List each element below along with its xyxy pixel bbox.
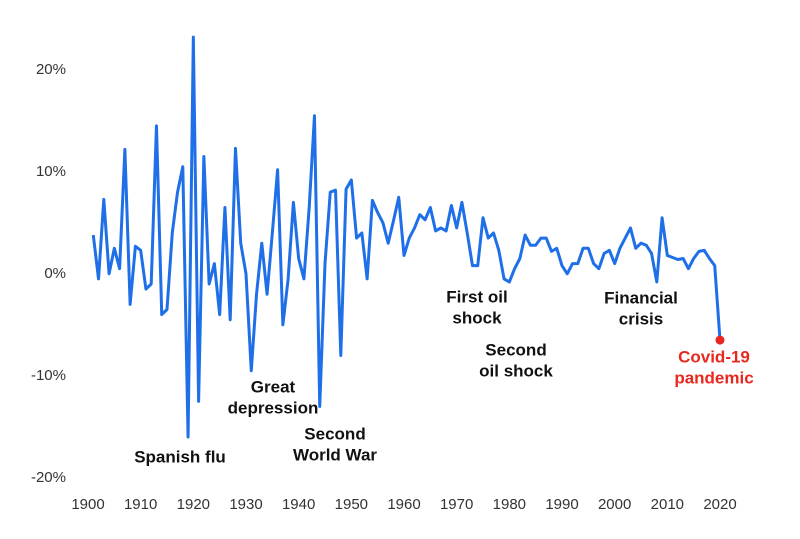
y-tick-label: 20% <box>36 61 66 78</box>
annotation: World War <box>293 445 377 464</box>
annotation: Second <box>304 424 365 443</box>
y-tick-label: -20% <box>31 469 66 486</box>
x-tick-label: 1990 <box>545 496 578 513</box>
x-tick-label: 1980 <box>493 496 526 513</box>
y-tick-label: 0% <box>44 265 66 282</box>
x-tick-label: 2010 <box>651 496 684 513</box>
annotation: pandemic <box>674 368 753 387</box>
annotation: First oil <box>446 287 507 306</box>
x-tick-label: 1940 <box>282 496 315 513</box>
x-tick-label: 1960 <box>387 496 420 513</box>
x-tick-label: 1950 <box>335 496 368 513</box>
x-tick-label: 1970 <box>440 496 473 513</box>
x-tick-label: 1920 <box>177 496 210 513</box>
annotation: Financial <box>604 288 678 307</box>
y-tick-label: 10% <box>36 163 66 180</box>
y-tick-label: -10% <box>31 367 66 384</box>
annotation: Spanish flu <box>134 447 226 466</box>
x-tick-label: 1900 <box>71 496 104 513</box>
end-marker <box>715 335 725 345</box>
annotation: Covid-19 <box>678 347 750 366</box>
annotation: Great <box>251 377 296 396</box>
annotation: depression <box>228 398 319 417</box>
x-tick-label: 1930 <box>229 496 262 513</box>
annotation: shock <box>452 308 502 327</box>
line-series <box>91 35 722 439</box>
x-tick-label: 1910 <box>124 496 157 513</box>
x-tick-label: 2020 <box>703 496 736 513</box>
annotation: oil shock <box>479 361 553 380</box>
annotation: crisis <box>619 309 663 328</box>
x-tick-label: 2000 <box>598 496 631 513</box>
annotation: Second <box>485 340 546 359</box>
